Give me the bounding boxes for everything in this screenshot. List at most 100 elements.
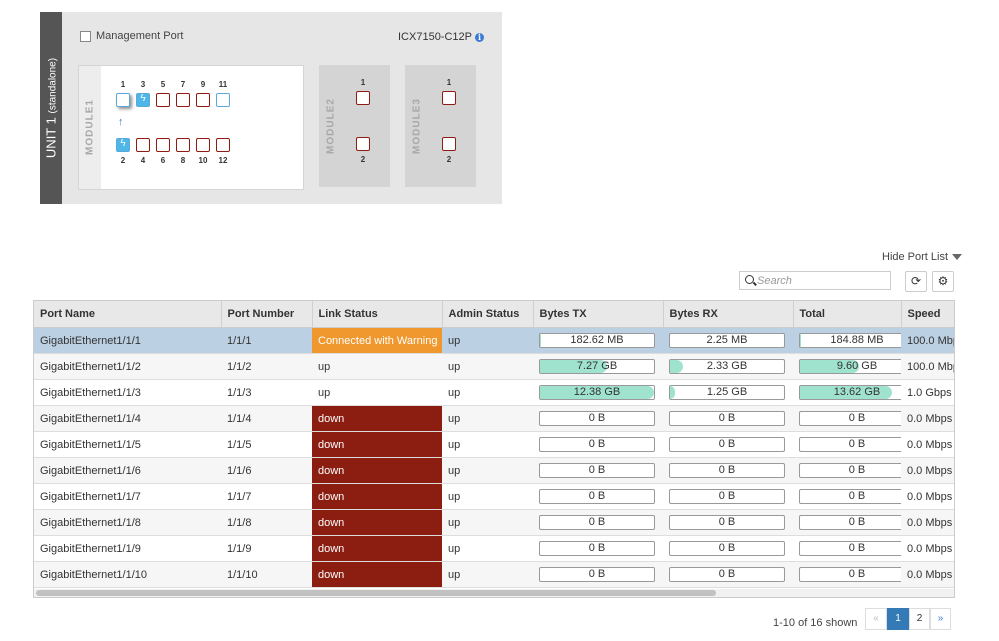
hide-port-list-label: Hide Port List (882, 251, 949, 263)
table-row[interactable]: GigabitEthernet1/1/7 1/1/7 down up 0 B 0 B 0 B… (34, 483, 954, 510)
management-port-option[interactable]: Management Port (80, 30, 183, 42)
port-7[interactable] (176, 93, 190, 107)
column-header-port-number[interactable]: Port Number (221, 301, 313, 328)
port-9[interactable] (196, 93, 210, 107)
bytes-rx-meter: 0 B (669, 567, 785, 582)
unit-label: UNIT 1 (standalone) (44, 58, 59, 158)
port-number-cell: 1/1/3 (221, 379, 312, 406)
table-row[interactable]: GigabitEthernet1/1/4 1/1/4 down up 0 B 0 B 0 B… (34, 405, 954, 432)
module3-port-1[interactable] (442, 91, 456, 105)
bytes-tx-cell: 0 B (533, 561, 663, 588)
port-number: 10 (198, 156, 208, 165)
total-cell: 9.60 GB (793, 353, 901, 380)
table-row[interactable]: GigabitEthernet1/1/6 1/1/6 down up 0 B 0 B 0 B… (34, 457, 954, 484)
port-5[interactable] (156, 93, 170, 107)
settings-button[interactable]: ⚙ (932, 271, 954, 292)
bytes-tx-cell: 0 B (533, 535, 663, 562)
port-10[interactable] (196, 138, 210, 152)
total-cell: 0 B (793, 535, 901, 562)
bytes-rx-value: 0 B (718, 542, 736, 554)
bytes-rx-meter: 0 B (669, 437, 785, 452)
module3-port-2[interactable] (442, 137, 456, 151)
bytes-tx-meter: 7.27 GB (539, 359, 655, 374)
bytes-tx-cell: 0 B (533, 509, 663, 536)
page-1-button[interactable]: 1 (887, 608, 909, 630)
bytes-tx-meter: 0 B (539, 411, 655, 426)
total-cell: 0 B (793, 457, 901, 484)
table-row[interactable]: GigabitEthernet1/1/3 1/1/3 up up 12.38 GB 1.2… (34, 379, 954, 406)
admin-status-cell: up (442, 483, 533, 510)
total-meter: 9.60 GB (799, 359, 901, 374)
table-row[interactable]: GigabitEthernet1/1/10 1/1/10 down up 0 B 0 B 0… (34, 561, 954, 588)
table-row[interactable]: GigabitEthernet1/1/2 1/1/2 up up 7.27 GB 2.33… (34, 353, 954, 380)
port-number-cell: 1/1/10 (221, 561, 312, 588)
total-meter: 0 B (799, 489, 901, 504)
table-row[interactable]: GigabitEthernet1/1/1 1/1/1 Connected with … (34, 327, 954, 354)
port-number: 7 (180, 80, 186, 89)
column-header-link-status[interactable]: Link Status (312, 301, 443, 328)
page-prev-button[interactable]: « (865, 608, 887, 630)
table-row[interactable]: GigabitEthernet1/1/9 1/1/9 down up 0 B 0 B 0 B… (34, 535, 954, 562)
total-cell: 0 B (793, 483, 901, 510)
port-6[interactable] (156, 138, 170, 152)
info-icon[interactable]: i (475, 32, 484, 42)
column-header-total[interactable]: Total (793, 301, 902, 328)
port-2[interactable] (116, 138, 130, 152)
module1-label: MODULE1 (84, 99, 96, 155)
port-number: 9 (200, 80, 206, 89)
port-name-cell: GigabitEthernet1/1/3 (34, 379, 221, 406)
refresh-button[interactable]: ⟳ (905, 271, 927, 292)
admin-status-cell: up (442, 405, 533, 432)
page-2-button[interactable]: 2 (909, 608, 930, 630)
bytes-rx-value: 0 B (718, 464, 736, 476)
module2-port-1[interactable] (356, 91, 370, 105)
column-header-speed[interactable]: Speed (901, 301, 954, 328)
total-cell: 0 B (793, 405, 901, 432)
search-input[interactable] (757, 273, 887, 288)
column-header-bytes-rx[interactable]: Bytes RX (663, 301, 794, 328)
port-number-cell: 1/1/1 (221, 327, 312, 354)
bytes-rx-meter: 0 B (669, 541, 785, 556)
horizontal-scrollbar[interactable] (34, 589, 954, 597)
port-name-cell: GigabitEthernet1/1/4 (34, 405, 221, 432)
hide-port-list-toggle[interactable]: Hide Port List (882, 251, 963, 263)
page-next-button[interactable]: » (930, 608, 951, 630)
module3-label: MODULE3 (411, 98, 423, 154)
bytes-rx-value: 0 B (718, 568, 736, 580)
link-status-cell: down (312, 483, 442, 510)
port-11[interactable] (216, 93, 230, 107)
bytes-rx-value: 0 B (718, 412, 736, 424)
bytes-tx-meter: 0 B (539, 463, 655, 478)
table-header-row: Port Name Port Number Link Status Admin … (34, 301, 954, 328)
column-header-bytes-tx[interactable]: Bytes TX (533, 301, 664, 328)
speed-cell: 1.0 Gbps (901, 379, 954, 406)
search-box[interactable] (739, 271, 891, 290)
table-row[interactable]: GigabitEthernet1/1/8 1/1/8 down up 0 B 0 B 0 B… (34, 509, 954, 536)
admin-status-cell: up (442, 509, 533, 536)
bytes-rx-value: 0 B (718, 490, 736, 502)
speed-cell: 100.0 Mbps (901, 327, 954, 354)
bytes-tx-value: 0 B (588, 464, 606, 476)
link-status-cell: up (312, 353, 442, 380)
link-status-cell: up (312, 379, 442, 406)
table-row[interactable]: GigabitEthernet1/1/5 1/1/5 down up 0 B 0 B 0 B… (34, 431, 954, 458)
management-port-checkbox[interactable] (80, 30, 91, 42)
port-name-cell: GigabitEthernet1/1/2 (34, 353, 221, 380)
port-4[interactable] (136, 138, 150, 152)
total-value: 9.60 GB (836, 360, 878, 372)
module2-port-2[interactable] (356, 137, 370, 151)
port-8[interactable] (176, 138, 190, 152)
port-3[interactable] (136, 93, 150, 107)
speed-cell: 0.0 Mbps (901, 509, 954, 536)
port-1[interactable] (116, 93, 130, 107)
port-number: 3 (140, 80, 146, 89)
bytes-rx-meter-fill (670, 386, 675, 399)
total-cell: 184.88 MB (793, 327, 901, 354)
admin-status-cell: up (442, 561, 533, 588)
bytes-tx-cell: 182.62 MB (533, 327, 663, 354)
bytes-rx-cell: 0 B (663, 561, 793, 588)
column-header-port-name[interactable]: Port Name (34, 301, 222, 328)
scrollbar-thumb[interactable] (36, 590, 716, 596)
port-12[interactable] (216, 138, 230, 152)
column-header-admin-status[interactable]: Admin Status (442, 301, 534, 328)
